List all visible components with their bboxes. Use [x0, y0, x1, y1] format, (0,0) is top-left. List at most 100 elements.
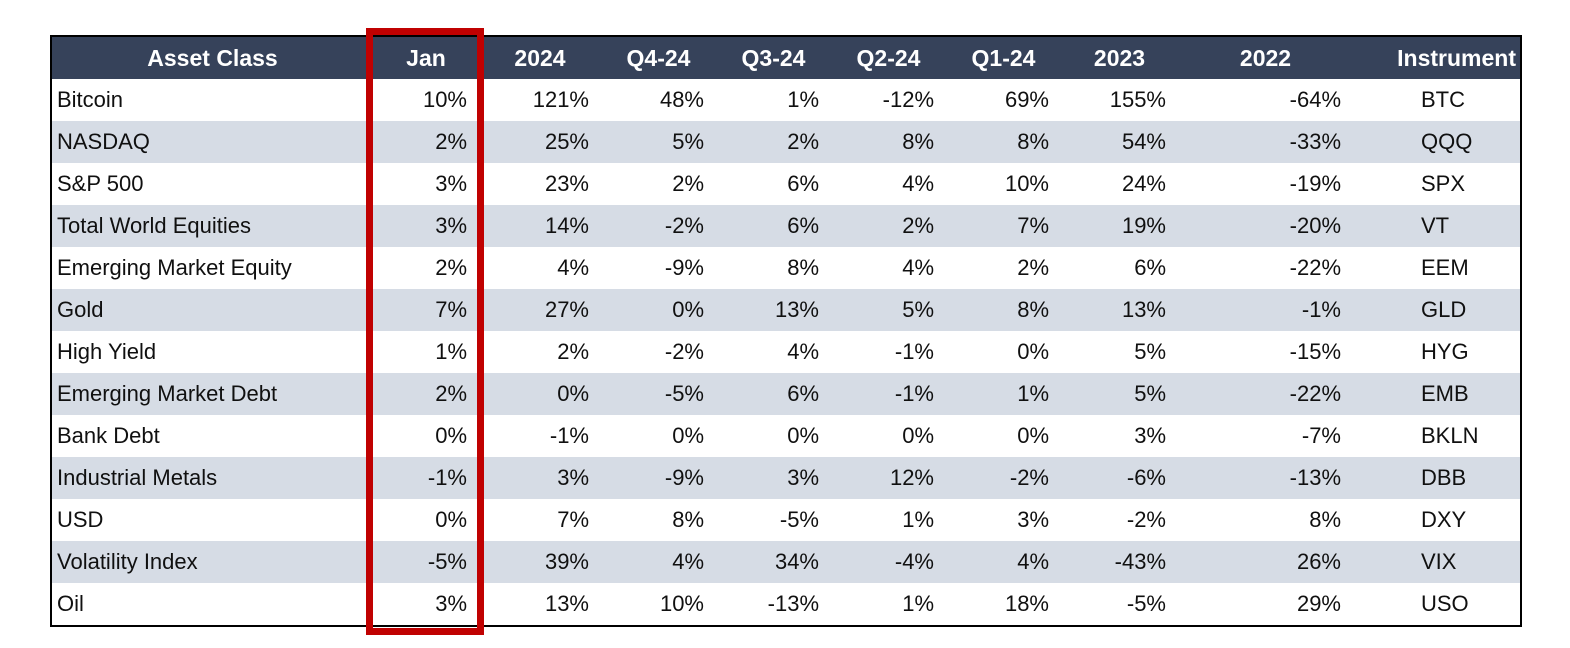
- return-value-cell: -5%: [716, 499, 831, 541]
- instrument-cell: USO: [1353, 583, 1521, 626]
- instrument-cell: HYG: [1353, 331, 1521, 373]
- return-value-cell: 6%: [716, 163, 831, 205]
- return-value-cell: -22%: [1178, 373, 1353, 415]
- return-value-cell: 0%: [946, 415, 1061, 457]
- instrument-cell: SPX: [1353, 163, 1521, 205]
- return-value-cell: 3%: [373, 205, 479, 247]
- return-value-cell: -33%: [1178, 121, 1353, 163]
- col-header-q1-24: Q1-24: [946, 36, 1061, 79]
- return-value-cell: 0%: [601, 289, 716, 331]
- return-value-cell: -7%: [1178, 415, 1353, 457]
- col-header-q4-24: Q4-24: [601, 36, 716, 79]
- col-header-2023: 2023: [1061, 36, 1178, 79]
- return-value-cell: 12%: [831, 457, 946, 499]
- return-value-cell: 4%: [946, 541, 1061, 583]
- return-value-cell: 6%: [716, 205, 831, 247]
- return-value-cell: 1%: [373, 331, 479, 373]
- col-header-instrument: Instrument: [1353, 36, 1521, 79]
- instrument-cell: BTC: [1353, 79, 1521, 121]
- return-value-cell: 7%: [479, 499, 601, 541]
- return-value-cell: 5%: [831, 289, 946, 331]
- instrument-cell: BKLN: [1353, 415, 1521, 457]
- table-row: Bank Debt 0% -1% 0% 0% 0% 0% 3% -7% BKLN: [51, 415, 1521, 457]
- return-value-cell: 0%: [373, 415, 479, 457]
- return-value-cell: 0%: [479, 373, 601, 415]
- return-value-cell: 8%: [831, 121, 946, 163]
- return-value-cell: 2%: [601, 163, 716, 205]
- asset-class-cell: NASDAQ: [51, 121, 373, 163]
- instrument-cell: VT: [1353, 205, 1521, 247]
- return-value-cell: 4%: [831, 247, 946, 289]
- return-value-cell: 23%: [479, 163, 601, 205]
- return-value-cell: 8%: [601, 499, 716, 541]
- return-value-cell: 2%: [946, 247, 1061, 289]
- return-value-cell: 1%: [831, 499, 946, 541]
- return-value-cell: -9%: [601, 457, 716, 499]
- return-value-cell: -1%: [831, 373, 946, 415]
- return-value-cell: -2%: [601, 331, 716, 373]
- return-value-cell: 2%: [373, 121, 479, 163]
- col-header-jan: Jan: [373, 36, 479, 79]
- asset-returns-table: Asset Class Jan 2024 Q4-24 Q3-24 Q2-24 Q…: [50, 35, 1522, 627]
- asset-class-cell: Bank Debt: [51, 415, 373, 457]
- return-value-cell: 5%: [1061, 331, 1178, 373]
- return-value-cell: 6%: [716, 373, 831, 415]
- return-value-cell: -5%: [601, 373, 716, 415]
- return-value-cell: 1%: [831, 583, 946, 626]
- return-value-cell: -22%: [1178, 247, 1353, 289]
- return-value-cell: 25%: [479, 121, 601, 163]
- return-value-cell: 24%: [1061, 163, 1178, 205]
- table-row: Bitcoin 10% 121% 48% 1% -12% 69% 155% -64% BTC: [51, 79, 1521, 121]
- col-header-2024: 2024: [479, 36, 601, 79]
- return-value-cell: 4%: [716, 331, 831, 373]
- return-value-cell: 2%: [373, 373, 479, 415]
- return-value-cell: 39%: [479, 541, 601, 583]
- return-value-cell: 0%: [946, 331, 1061, 373]
- return-value-cell: 5%: [1061, 373, 1178, 415]
- instrument-cell: EEM: [1353, 247, 1521, 289]
- return-value-cell: 3%: [716, 457, 831, 499]
- return-value-cell: -9%: [601, 247, 716, 289]
- return-value-cell: 14%: [479, 205, 601, 247]
- table-row: Total World Equities 3% 14% -2% 6% 2% 7% 19% -20…: [51, 205, 1521, 247]
- return-value-cell: 26%: [1178, 541, 1353, 583]
- return-value-cell: 8%: [1178, 499, 1353, 541]
- return-value-cell: -12%: [831, 79, 946, 121]
- return-value-cell: -15%: [1178, 331, 1353, 373]
- return-value-cell: 69%: [946, 79, 1061, 121]
- return-value-cell: 2%: [831, 205, 946, 247]
- return-value-cell: 121%: [479, 79, 601, 121]
- return-value-cell: -1%: [479, 415, 601, 457]
- return-value-cell: -5%: [1061, 583, 1178, 626]
- instrument-cell: EMB: [1353, 373, 1521, 415]
- instrument-cell: QQQ: [1353, 121, 1521, 163]
- return-value-cell: 10%: [946, 163, 1061, 205]
- return-value-cell: 3%: [946, 499, 1061, 541]
- return-value-cell: 8%: [946, 289, 1061, 331]
- return-value-cell: -64%: [1178, 79, 1353, 121]
- return-value-cell: 7%: [946, 205, 1061, 247]
- return-value-cell: 0%: [831, 415, 946, 457]
- return-value-cell: -5%: [373, 541, 479, 583]
- return-value-cell: -1%: [373, 457, 479, 499]
- return-value-cell: 3%: [479, 457, 601, 499]
- return-value-cell: 29%: [1178, 583, 1353, 626]
- return-value-cell: -4%: [831, 541, 946, 583]
- return-value-cell: 5%: [601, 121, 716, 163]
- asset-class-cell: Gold: [51, 289, 373, 331]
- table-row: Gold 7% 27% 0% 13% 5% 8% 13% -1% GLD: [51, 289, 1521, 331]
- return-value-cell: 0%: [716, 415, 831, 457]
- return-value-cell: 19%: [1061, 205, 1178, 247]
- asset-class-cell: High Yield: [51, 331, 373, 373]
- return-value-cell: 0%: [373, 499, 479, 541]
- return-value-cell: 10%: [373, 79, 479, 121]
- col-header-asset-class: Asset Class: [51, 36, 373, 79]
- return-value-cell: -2%: [1061, 499, 1178, 541]
- table-row: High Yield 1% 2% -2% 4% -1% 0% 5% -15% HYG: [51, 331, 1521, 373]
- return-value-cell: 6%: [1061, 247, 1178, 289]
- asset-class-cell: Volatility Index: [51, 541, 373, 583]
- return-value-cell: 18%: [946, 583, 1061, 626]
- asset-class-cell: Industrial Metals: [51, 457, 373, 499]
- return-value-cell: 0%: [601, 415, 716, 457]
